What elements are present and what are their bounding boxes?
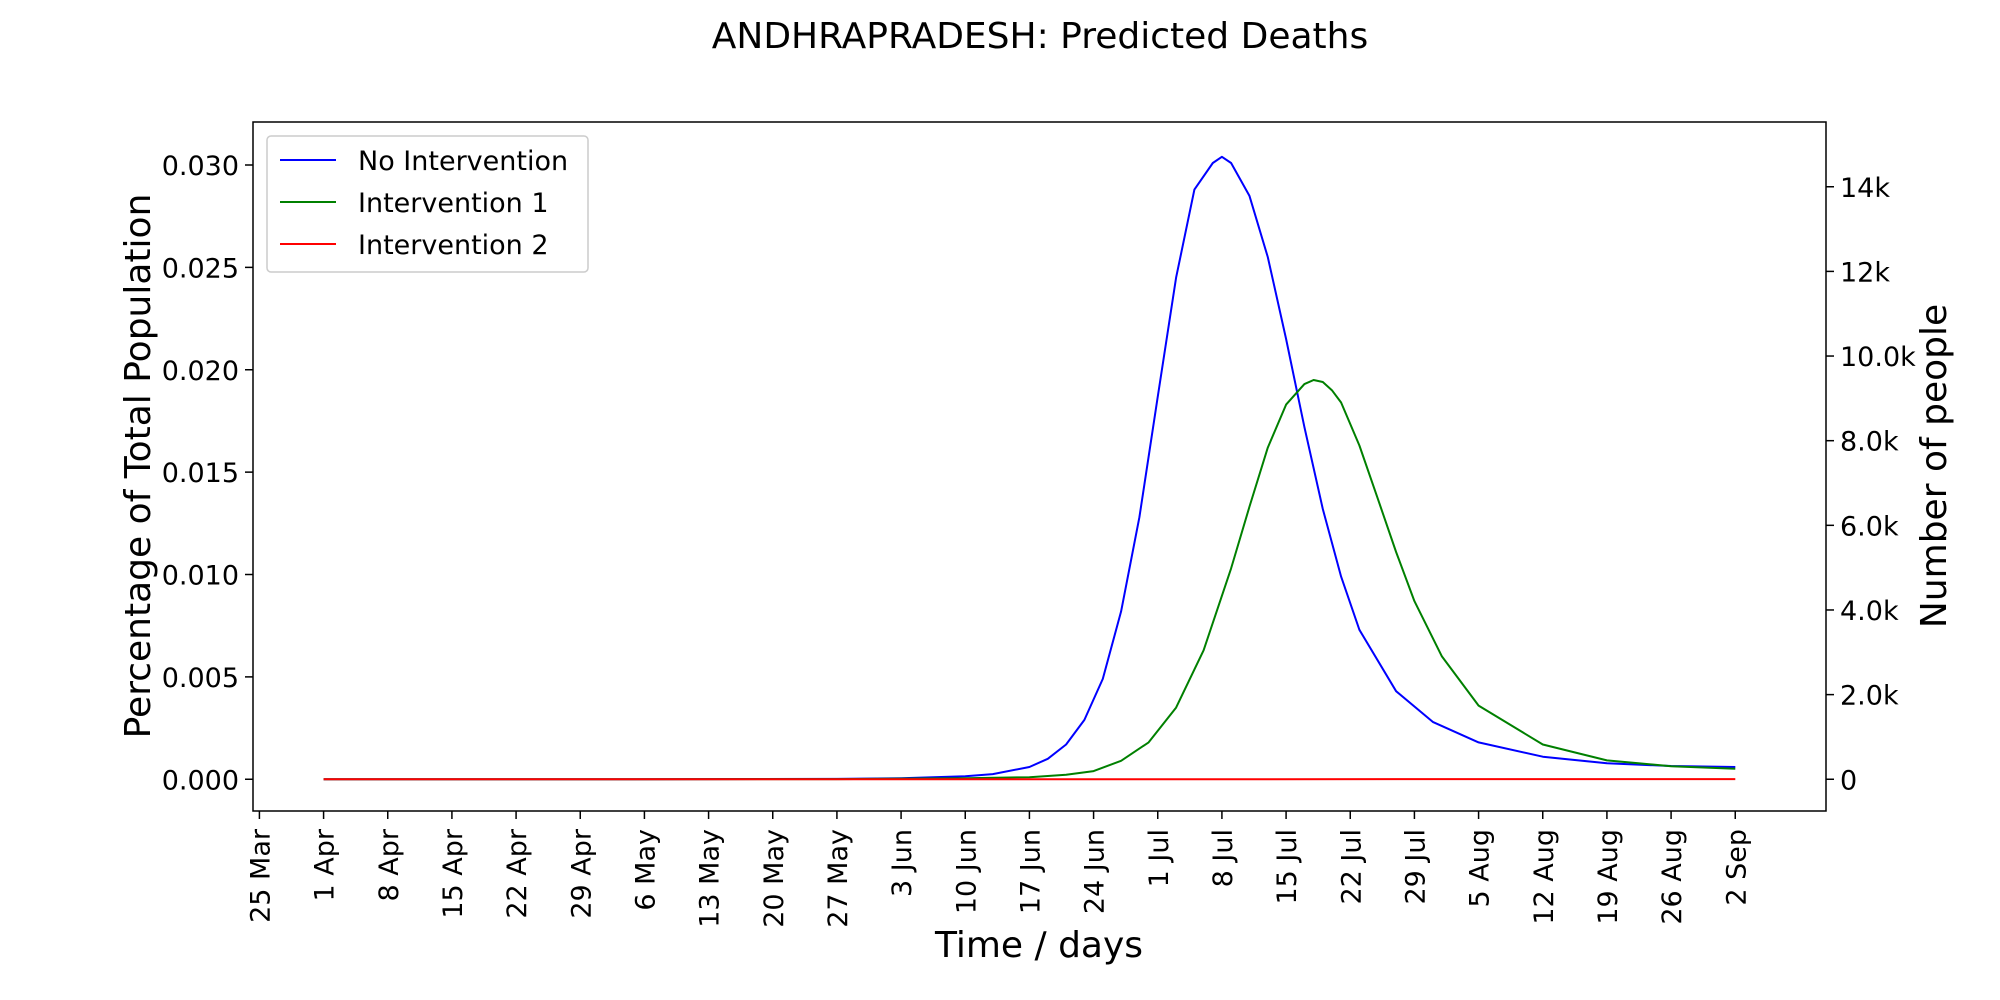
y2-tick-label: 8.0k <box>1840 427 1899 458</box>
legend-box <box>266 135 589 273</box>
plot-lines <box>323 155 1736 781</box>
x-tick-label: 29 Jul <box>1400 829 1431 905</box>
x-tick-label: 17 Jun <box>1015 829 1046 914</box>
y2-tick-label: 0 <box>1840 765 1857 796</box>
x-tick-label: 25 Mar <box>245 828 276 923</box>
x-tick-label: 2 Sep <box>1721 829 1752 906</box>
legend-label-intervention-2: Intervention 2 <box>358 230 549 261</box>
legend-label-intervention-1: Intervention 1 <box>358 188 549 219</box>
x-tick-label: 6 May <box>630 829 661 911</box>
x-tick-label: 26 Aug <box>1657 829 1688 925</box>
y2-tick-label: 10.0k <box>1840 342 1916 373</box>
x-tick-label: 20 May <box>759 829 790 928</box>
y-tick-label: 0.020 <box>162 356 239 387</box>
chart-title: ANDHRAPRADESH: Predicted Deaths <box>712 16 1368 57</box>
x-axis-ticks: 25 Mar 1 Apr 8 Apr 15 Apr 22 Apr 29 Apr 6 May 1… <box>245 811 1752 928</box>
y-axis-left-ticks: 0.000 0.005 0.010 0.015 0.020 0.025 0.030 <box>162 151 253 796</box>
y2-tick-label: 6.0k <box>1840 511 1899 542</box>
y-tick-label: 0.010 <box>162 561 239 592</box>
x-tick-label: 22 Apr <box>502 828 533 919</box>
y2-tick-label: 2.0k <box>1840 681 1899 712</box>
x-tick-label: 15 Apr <box>438 828 469 919</box>
x-tick-label: 1 Apr <box>310 828 341 901</box>
y-axis-left-label: Percentage of Total Population <box>118 194 159 739</box>
y-tick-label: 0.030 <box>162 151 239 182</box>
x-tick-label: 29 Apr <box>566 828 597 919</box>
x-tick-label: 19 Aug <box>1593 829 1624 925</box>
y-axis-right-ticks: 0 2.0k 4.0k 6.0k 8.0k 10.0k 12k 14k <box>1826 173 1916 796</box>
x-tick-label: 15 Jul <box>1272 829 1303 905</box>
legend-label-no-intervention: No Intervention <box>358 146 568 177</box>
y-tick-label: 0.000 <box>162 765 239 796</box>
legend: No Intervention Intervention 1 Interventio… <box>266 135 589 273</box>
y2-tick-label: 14k <box>1840 173 1890 204</box>
series-line-intervention-1 <box>323 379 1736 781</box>
x-tick-label: 5 Aug <box>1465 829 1496 907</box>
series-line-no-intervention <box>323 155 1736 781</box>
x-tick-label: 27 May <box>823 829 854 928</box>
x-tick-label: 8 Jul <box>1208 829 1239 887</box>
x-tick-label: 3 Jun <box>887 829 918 897</box>
y-tick-label: 0.005 <box>162 663 239 694</box>
x-tick-label: 12 Aug <box>1529 829 1560 925</box>
x-tick-label: 8 Apr <box>374 828 405 901</box>
y-axis-right-label: Number of people <box>1914 304 1955 628</box>
x-tick-label: 10 Jun <box>951 829 982 914</box>
x-tick-label: 22 Jul <box>1336 829 1367 905</box>
x-tick-label: 1 Jul <box>1144 829 1175 887</box>
x-tick-label: 24 Jun <box>1080 829 1111 914</box>
x-axis-label: Time / days <box>934 925 1143 966</box>
y-tick-label: 0.025 <box>162 253 239 284</box>
y2-tick-label: 12k <box>1840 257 1890 288</box>
y2-tick-label: 4.0k <box>1840 596 1899 627</box>
plot-frame <box>252 121 1827 812</box>
x-tick-label: 13 May <box>695 829 726 928</box>
y-tick-label: 0.015 <box>162 458 239 489</box>
